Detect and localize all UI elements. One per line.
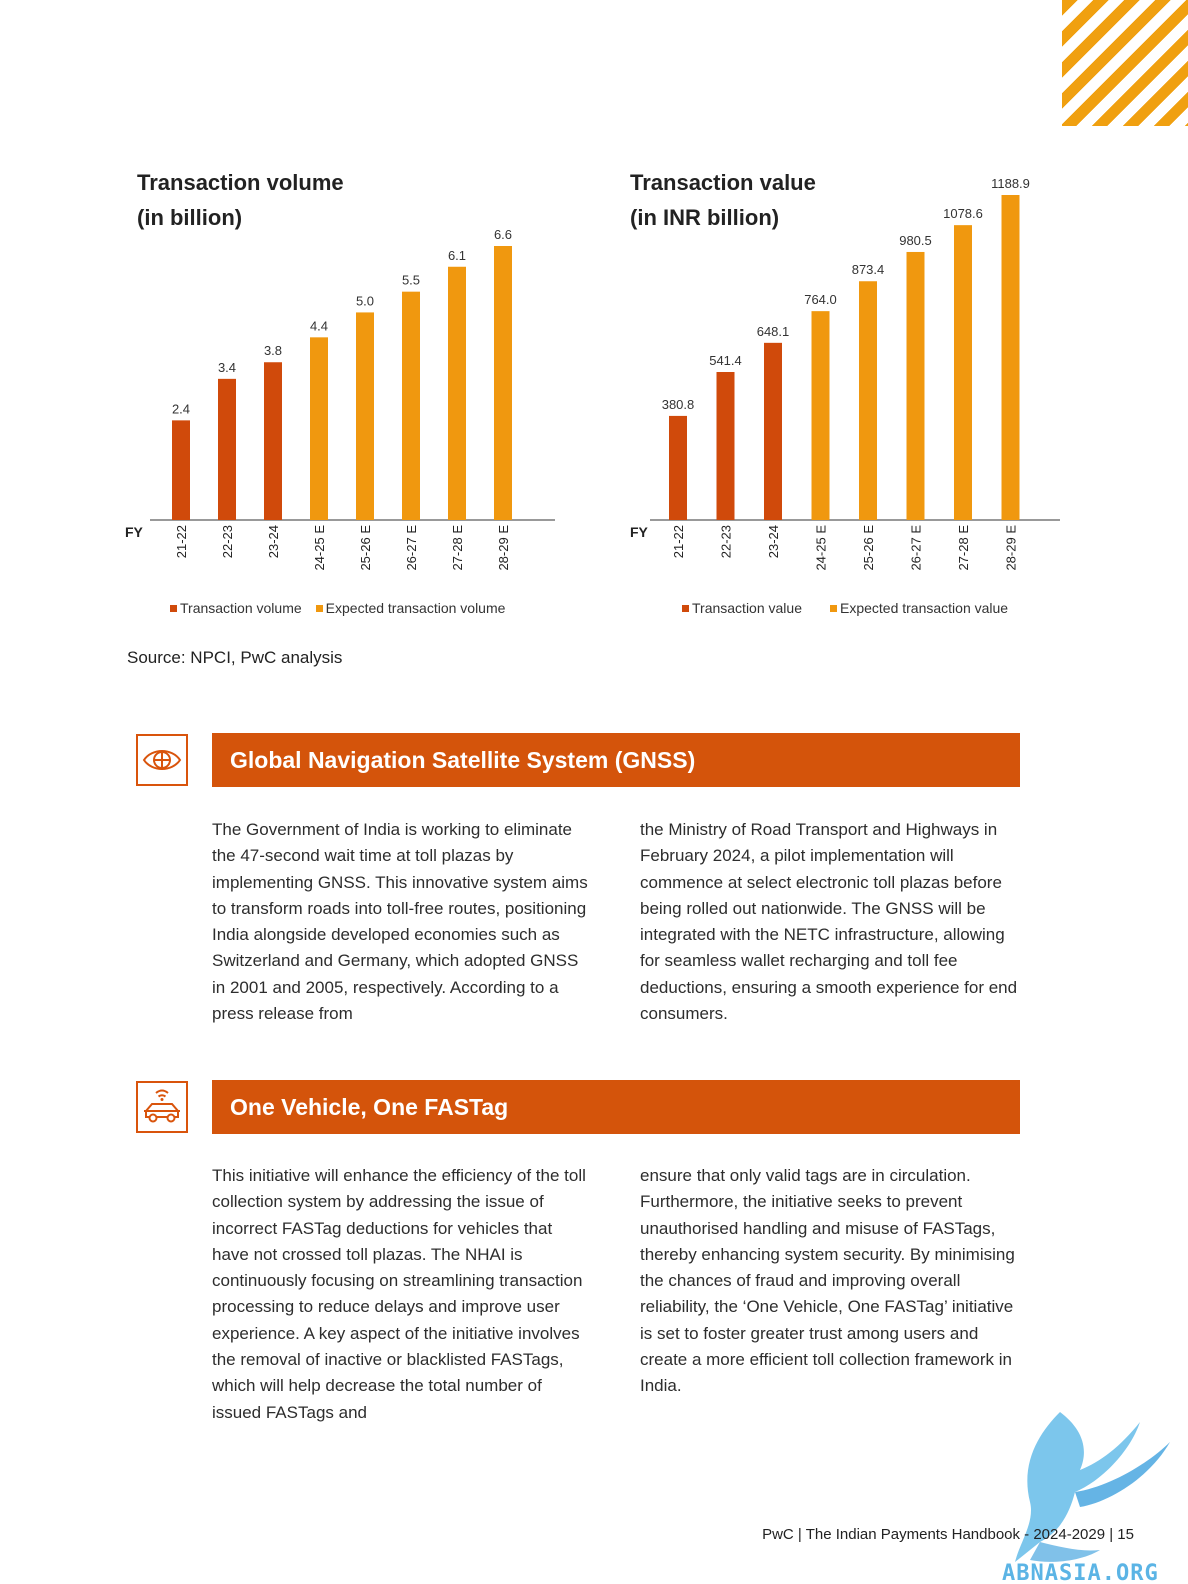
x-tick-label: 28-29 E <box>496 525 511 571</box>
bar-22-23 <box>716 372 735 520</box>
data-label: 5.0 <box>356 293 374 308</box>
volume-bar-chart: FY 2.4 21-22 3.4 22-23 3.8 23-24 4.4 24-25 E 5.0… <box>125 227 555 571</box>
watermark-text: ABNASIA.ORG <box>1002 1561 1159 1584</box>
fastag-section-header: One Vehicle, One FASTag <box>212 1080 1020 1134</box>
bar-26-27-E <box>402 291 420 520</box>
corner-stripes-decoration <box>1062 0 1188 126</box>
data-label: 764.0 <box>804 292 837 307</box>
x-tick-label: 24-25 E <box>312 525 327 571</box>
bar-27-28-E <box>448 266 466 520</box>
watermark-bird-logo: ABNASIA.ORG <box>1002 1412 1170 1584</box>
x-tick-label: 24-25 E <box>814 525 829 571</box>
volume-title-line1: Transaction volume <box>137 170 344 195</box>
legend-swatch-actual <box>170 605 177 612</box>
legend-swatch-actual <box>682 605 689 612</box>
legend-swatch-expected <box>315 605 323 612</box>
data-label: 3.8 <box>264 343 282 358</box>
legend-label: Transaction value <box>692 600 802 616</box>
bar-24-25-E <box>310 337 328 520</box>
bar-21-22 <box>669 415 687 520</box>
bar-23-24 <box>764 342 782 520</box>
x-tick-label: 21-22 <box>671 525 686 558</box>
x-tick-label: 25-26 E <box>358 525 373 571</box>
legend-expected-volume: Expected transaction volume <box>315 600 506 616</box>
bar-28-29-E <box>1001 195 1020 520</box>
value-legend: Transaction value Expected transaction v… <box>682 600 1008 616</box>
data-label: 6.6 <box>494 227 512 242</box>
data-label: 5.5 <box>402 273 420 288</box>
gnss-paragraph-col2: the Ministry of Road Transport and Highw… <box>640 820 1018 1024</box>
data-label: 873.4 <box>852 262 885 277</box>
x-tick-label: 22-23 <box>719 525 734 558</box>
value-axis-label: FY <box>630 524 649 540</box>
data-label: 980.5 <box>899 233 932 248</box>
x-tick-label: 21-22 <box>174 525 189 558</box>
volume-chart-title: Transaction volume (in billion) <box>137 165 344 235</box>
x-tick-label: 22-23 <box>220 525 235 558</box>
bar-27-28-E <box>954 225 972 520</box>
legend-label: Expected transaction value <box>839 600 1009 616</box>
connected-car-icon <box>136 1081 188 1133</box>
data-label: 541.4 <box>709 353 742 368</box>
x-tick-label: 28-29 E <box>1004 525 1019 571</box>
legend-label: Transaction volume <box>180 600 302 616</box>
bar-24-25-E <box>811 311 830 520</box>
legend-actual-volume: Transaction volume <box>170 600 302 616</box>
gnss-section-header: Global Navigation Satellite System (GNSS… <box>212 733 1020 787</box>
data-label: 648.1 <box>757 324 790 339</box>
x-tick-label: 23-24 <box>766 525 781 558</box>
bar-22-23 <box>218 378 236 520</box>
chart-source-note: Source: NPCI, PwC analysis <box>127 648 343 667</box>
data-label: 1078.6 <box>943 206 983 221</box>
value-chart-title: Transaction value (in INR billion) <box>630 165 816 235</box>
eye-icon <box>136 734 188 786</box>
data-label: 3.4 <box>218 360 236 375</box>
bar-26-27-E <box>906 251 925 520</box>
gnss-paragraph-col1: The Government of India is working to el… <box>212 820 588 1024</box>
data-label: 380.8 <box>662 397 695 412</box>
bar-21-22 <box>172 420 190 520</box>
x-tick-label: 25-26 E <box>861 525 876 571</box>
volume-legend: Transaction volume Expected transaction … <box>170 600 505 616</box>
x-tick-label: 26-27 E <box>909 525 924 571</box>
legend-actual-value: Transaction value <box>682 600 802 616</box>
data-label: 2.4 <box>172 401 190 416</box>
data-label: 6.1 <box>448 248 466 263</box>
fastag-paragraph-col2: ensure that only valid tags are in circu… <box>640 1166 1015 1396</box>
volume-axis-label: FY <box>125 524 144 540</box>
legend-expected-value: Expected transaction value <box>829 600 1009 616</box>
x-tick-label: 27-28 E <box>450 525 465 571</box>
x-tick-label: 23-24 <box>266 525 281 558</box>
x-tick-label: 26-27 E <box>404 525 419 571</box>
value-bar-chart: FY 380.8 21-22 541.4 22-23 648.1 23-24 764.0 24… <box>630 176 1060 571</box>
volume-title-line2: (in billion) <box>137 205 243 230</box>
page-footer: PwC | The Indian Payments Handbook - 202… <box>762 1526 1134 1543</box>
value-title-line2: (in INR billion) <box>630 205 780 230</box>
data-label: 4.4 <box>310 318 328 333</box>
bar-23-24 <box>264 362 282 520</box>
bar-25-26-E <box>859 281 877 520</box>
legend-swatch-expected <box>829 605 837 612</box>
fastag-paragraph-col1: This initiative will enhance the efficie… <box>212 1166 586 1422</box>
legend-label: Expected transaction volume <box>325 600 506 616</box>
value-title-line1: Transaction value <box>630 170 816 195</box>
data-label: 1188.9 <box>991 176 1030 191</box>
bar-28-29-E <box>494 246 512 520</box>
x-tick-label: 27-28 E <box>956 525 971 571</box>
bar-25-26-E <box>356 312 374 520</box>
